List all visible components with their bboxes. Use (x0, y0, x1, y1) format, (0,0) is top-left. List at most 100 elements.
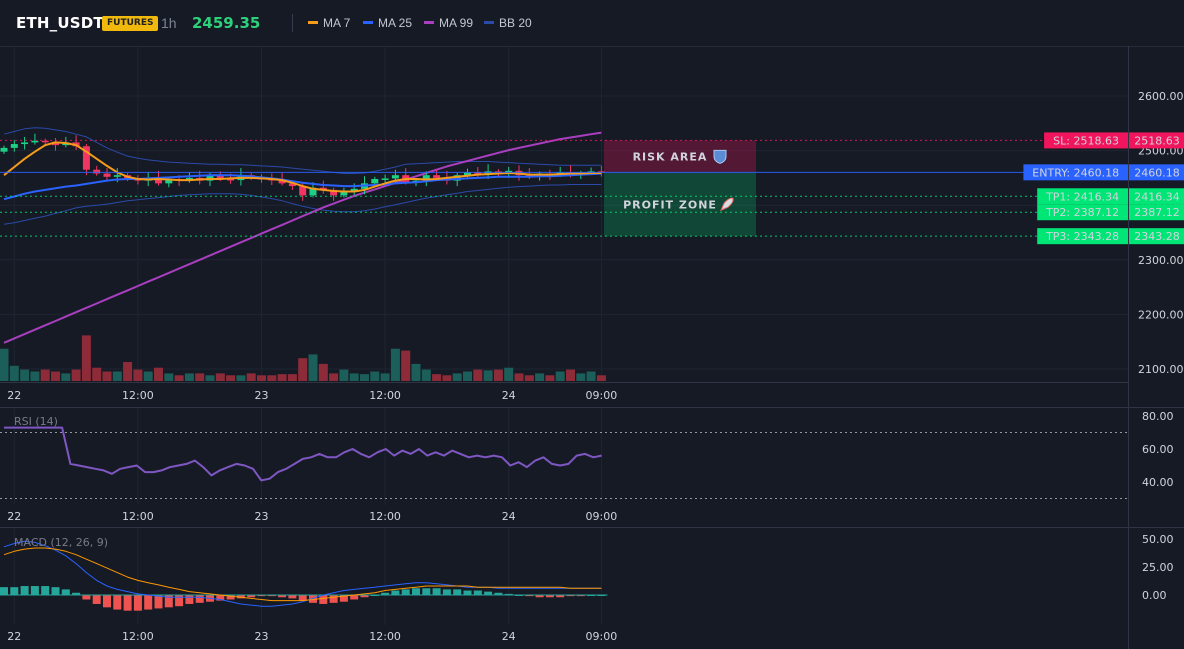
macd-histogram-bar (360, 595, 369, 598)
volume-bar (411, 363, 421, 381)
macd-histogram-bar (298, 595, 307, 601)
price-tick-label: 2100.00 (1138, 363, 1184, 376)
time-tick-label: 12:00 (122, 510, 154, 523)
candle-body (165, 178, 173, 184)
ma99-line (3, 131, 602, 344)
macd-histogram-bar (350, 595, 359, 600)
macd-histogram-bar (453, 589, 462, 595)
candle-body (21, 142, 29, 145)
volume-bar (246, 373, 256, 381)
legend-bb20[interactable]: BB 20 (484, 16, 532, 30)
macd-histogram-bar (401, 589, 410, 595)
volume-bar (123, 362, 133, 381)
macd-histogram-bar (123, 595, 132, 611)
macd-histogram-bar (0, 587, 8, 595)
candle-body (0, 147, 8, 152)
legend-ma25[interactable]: MA 25 (363, 16, 412, 30)
macd-histogram-bar (391, 590, 400, 595)
volume-bar (112, 371, 122, 381)
macd-histogram-bar (484, 591, 493, 595)
macd-histogram-bar (10, 587, 19, 595)
time-tick-label: 23 (255, 630, 269, 643)
legend-ma99[interactable]: MA 99 (424, 16, 473, 30)
macd-histogram-bar (175, 595, 184, 607)
candle-body (464, 172, 471, 176)
legend-ma99-swatch (424, 21, 434, 25)
time-tick-label: 23 (255, 510, 269, 523)
macd-histogram-bar (82, 595, 91, 600)
symbol-title[interactable]: ETH_USDT (16, 14, 104, 32)
candle-body (155, 177, 162, 184)
macd-histogram-bar (247, 595, 256, 598)
macd-histogram-bar (216, 595, 225, 601)
level-label-bg (1044, 132, 1128, 149)
volume-bar (566, 369, 575, 381)
volume-bar (298, 358, 308, 381)
macd-histogram-bar (576, 595, 585, 597)
candle-body (31, 140, 39, 143)
volume-bar (473, 369, 483, 381)
macd-histogram-bar (51, 587, 60, 595)
volume-bar (493, 369, 503, 381)
level-price-bg (1129, 204, 1184, 221)
macd-histogram-bar (72, 592, 81, 595)
ma25-line (3, 172, 602, 201)
time-tick-label: 09:00 (586, 630, 618, 643)
level-label-bg (1037, 228, 1128, 245)
zone-risk (604, 140, 756, 173)
macd-histogram-bar (494, 592, 503, 595)
macd-histogram-bar (339, 595, 348, 602)
volume-bar (0, 348, 9, 381)
volume-bar (421, 369, 431, 381)
level-label-bg (1023, 164, 1128, 181)
level-label-text: ENTRY: 2460.18 (1032, 166, 1119, 179)
header-divider (292, 14, 293, 32)
macd-histogram-bar (525, 595, 534, 597)
legend-ma7[interactable]: MA 7 (308, 16, 350, 30)
volume-bar (535, 373, 545, 381)
price-tick-label: 2600.00 (1138, 90, 1184, 103)
profit-zone-label: PROFIT ZONE (623, 198, 717, 211)
candle-body (309, 187, 317, 196)
macd-title: MACD (12, 26, 9) (14, 536, 108, 549)
volume-bar (174, 375, 184, 381)
level-label-bg (1037, 204, 1128, 221)
candle-body (371, 178, 379, 184)
candle-body (41, 140, 49, 143)
candle-body (103, 173, 111, 177)
legend-ma7-swatch (308, 21, 318, 25)
macd-histogram-bar (442, 589, 451, 595)
macd-histogram-bar (319, 595, 328, 604)
time-tick-label: 22 (7, 630, 21, 643)
volume-bar (586, 371, 596, 381)
level-price-bg (1129, 132, 1184, 149)
volume-bar (267, 375, 277, 381)
volume-bar (596, 375, 606, 381)
volume-bar (360, 374, 369, 381)
volume-bar (30, 371, 40, 381)
level-label-text: TP2: 2387.12 (1045, 206, 1119, 219)
level-label-4: TP3: 2343.28 2343.28 (1037, 228, 1184, 245)
candle-body (10, 144, 18, 148)
macd-histogram-bar (195, 595, 204, 603)
macd-histogram-bar (113, 595, 122, 610)
last-price: 2459.35 (192, 14, 261, 32)
macd-tick-label: 50.00 (1142, 533, 1174, 546)
time-tick-label: 22 (7, 510, 21, 523)
volume-bar (226, 375, 236, 381)
shield-icon (713, 149, 727, 164)
volume-bar (236, 375, 246, 381)
level-price-bg (1129, 164, 1184, 181)
price-tick-label: 2300.00 (1138, 254, 1184, 267)
macd-histogram-bar (20, 586, 29, 595)
timeframe-label[interactable]: 1h (161, 15, 177, 31)
volume-bar (40, 369, 50, 381)
time-tick-label: 23 (255, 389, 269, 402)
candle-body (340, 191, 348, 196)
volume-bar (401, 350, 411, 381)
level-label-bg (1037, 188, 1128, 205)
candle-body (422, 175, 430, 181)
macd-histogram-bar (422, 588, 431, 595)
macd-histogram-bar (226, 595, 235, 600)
